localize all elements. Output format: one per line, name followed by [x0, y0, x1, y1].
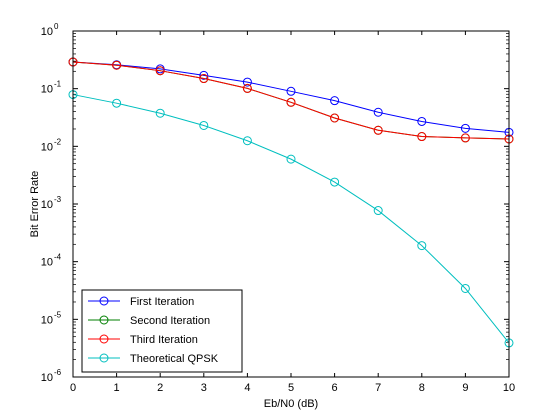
y-tick-label: 10 — [41, 314, 53, 326]
series-line — [72, 61, 510, 140]
y-tick-exponent: -4 — [54, 253, 62, 262]
data-point — [330, 177, 340, 187]
y-tick-exponent: 0 — [54, 22, 59, 31]
x-tick-label: 7 — [375, 382, 381, 394]
data-point — [373, 206, 383, 216]
y-tick-label: 10 — [41, 84, 53, 96]
x-tick-label: 9 — [462, 382, 468, 394]
y-tick-label: 10 — [41, 257, 53, 269]
data-point — [155, 66, 165, 76]
y-tick-exponent: -5 — [54, 310, 62, 319]
y-axis-label: Bit Error Rate — [29, 171, 41, 238]
series-first-iteration — [68, 57, 514, 137]
legend-swatch-marker — [99, 353, 109, 363]
y-tick-exponent: -6 — [54, 368, 62, 377]
data-point — [330, 113, 340, 123]
x-tick-label: 4 — [244, 382, 250, 394]
series-line — [72, 61, 510, 133]
data-point — [330, 96, 340, 106]
legend-label: Theoretical QPSK — [130, 353, 219, 365]
legend-label: Third Iteration — [130, 334, 198, 346]
data-point — [417, 241, 427, 251]
data-point — [242, 83, 252, 93]
x-tick-label: 0 — [70, 382, 76, 394]
legend-label: Second Iteration — [130, 315, 210, 327]
y-tick-exponent: -3 — [54, 195, 62, 204]
x-tick-label: 8 — [419, 382, 425, 394]
series-layer — [68, 57, 514, 348]
x-axis-label: Eb/N0 (dB) — [264, 398, 318, 410]
y-tick-exponent: -2 — [54, 137, 62, 146]
data-point — [199, 70, 209, 80]
x-tick-label: 2 — [157, 382, 163, 394]
data-point — [417, 132, 427, 142]
data-point — [286, 86, 296, 96]
legend-swatch-marker — [99, 315, 109, 325]
x-tick-label: 10 — [503, 382, 515, 394]
legend-swatch-marker — [99, 334, 109, 344]
data-point — [417, 116, 427, 126]
series-line — [72, 94, 510, 344]
series-theoretical-qpsk — [68, 90, 514, 348]
data-point — [199, 74, 209, 84]
data-point — [112, 60, 122, 70]
data-point — [460, 283, 470, 293]
data-point — [112, 98, 122, 108]
y-tick-label: 10 — [41, 199, 53, 211]
x-tick-label: 6 — [332, 382, 338, 394]
y-tick-label: 10 — [41, 26, 53, 38]
legend-swatch-marker — [99, 296, 109, 306]
x-tick-label: 3 — [201, 382, 207, 394]
plot-frame — [72, 30, 510, 378]
data-point — [242, 77, 252, 87]
y-tick-label: 10 — [41, 141, 53, 153]
data-point — [286, 154, 296, 164]
x-tick-label: 5 — [288, 382, 294, 394]
data-point — [155, 108, 165, 118]
x-tick-label: 1 — [114, 382, 120, 394]
y-tick-label: 10 — [41, 372, 53, 384]
legend: First Iteration Second Iteration Third Ite… — [81, 289, 243, 373]
data-point — [373, 125, 383, 135]
legend-label: First Iteration — [130, 296, 194, 308]
data-point — [460, 123, 470, 133]
data-point — [460, 133, 470, 143]
data-point — [242, 136, 252, 146]
data-point — [286, 97, 296, 107]
y-tick-exponent: -1 — [54, 80, 62, 89]
data-point — [199, 120, 209, 130]
data-point — [373, 107, 383, 117]
